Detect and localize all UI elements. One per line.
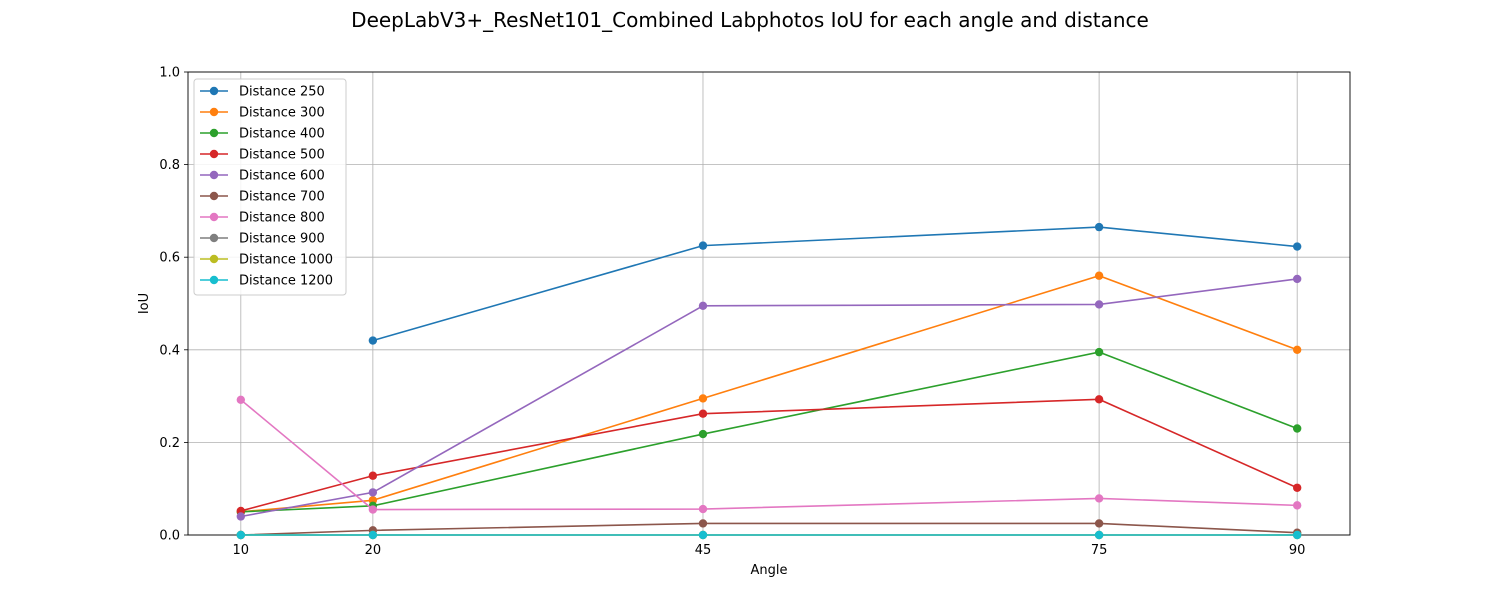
y-tick-label: 1.0 [159,66,180,81]
data-point [1094,271,1104,280]
legend-swatch-marker [209,149,219,159]
x-tick-label: 45 [695,543,712,558]
legend-swatch-marker [209,107,219,117]
data-point [1094,494,1104,503]
data-point [1094,519,1104,528]
data-point [1292,501,1302,510]
x-tick-label: 75 [1091,543,1108,558]
data-point [1292,274,1302,284]
series-distance-400 [236,347,1302,517]
series-line [240,278,1298,518]
legend-swatch-marker [209,86,219,96]
data-point [698,301,708,311]
series-distance-600 [236,274,1302,521]
data-point [1292,483,1302,492]
data-point [698,530,708,540]
y-tick-label: 0.0 [159,529,180,544]
legend-swatch-marker [209,170,219,180]
series-line [372,226,1298,342]
legend-item: Distance 900 [200,232,325,247]
data-point [698,519,708,528]
data-point [1292,530,1302,540]
series-distance-700 [236,519,1302,540]
legend-swatch-marker [209,275,219,285]
chart-title: DeepLabV3+_ResNet101_Combined Labphotos … [351,8,1149,32]
x-tick-label: 20 [365,543,382,558]
data-point [1094,395,1104,404]
legend-label: Distance 600 [239,169,325,184]
data-point [368,336,378,345]
data-point [698,394,708,403]
x-axis-label: Angle [751,563,788,578]
data-point [368,471,378,480]
legend-swatch-marker [209,128,219,138]
legend-item: Distance 1000 [200,253,333,268]
y-tick-label: 0.6 [159,251,180,266]
series-distance-800 [236,395,1302,514]
x-tick-label: 10 [233,543,250,558]
legend-swatch-marker [209,254,219,264]
series-distance-1200 [236,530,1302,540]
data-point [698,429,708,439]
legend-label: Distance 900 [239,232,325,247]
data-point [1094,530,1104,540]
data-point [698,504,708,514]
data-point [1292,345,1302,354]
y-tick-label: 0.8 [159,158,180,173]
legend: Distance 250 Distance 300 Distance 400 Dist… [193,78,347,296]
data-point [368,505,378,514]
legend-label: Distance 700 [239,190,325,205]
data-point [698,409,708,418]
data-point [368,530,378,540]
legend-label: Distance 300 [239,106,325,121]
legend-label: Distance 800 [239,211,325,226]
y-tick-label: 0.2 [159,436,180,451]
series-group [236,222,1302,540]
legend-item: Distance 500 [200,148,325,163]
legend-swatch-marker [209,191,219,201]
data-point [236,512,246,521]
legend-swatch-marker [209,233,219,243]
data-point [236,530,246,540]
series-line [240,522,1298,536]
legend-item: Distance 400 [200,127,325,142]
series-distance-500 [236,395,1302,516]
data-point [1292,242,1302,251]
legend-item: Distance 800 [200,211,325,226]
y-tick-label: 0.4 [159,343,180,358]
legend-label: Distance 500 [239,148,325,163]
legend-box [193,78,347,296]
grid [188,71,1350,536]
series-line [240,351,1298,513]
legend-item: Distance 250 [200,85,325,100]
legend-label: Distance 250 [239,85,325,100]
legend-label: Distance 1200 [239,274,333,289]
data-point [1292,424,1302,433]
y-axis-label: IoU [137,293,152,314]
legend-item: Distance 300 [200,106,325,121]
legend-item: Distance 700 [200,190,325,205]
legend-item: Distance 600 [200,169,325,184]
legend-swatch-marker [209,212,219,222]
plot-frame [187,71,1351,536]
series-line [240,398,1298,512]
data-point [698,241,708,250]
legend-label: Distance 400 [239,127,325,142]
legend-item: Distance 1200 [200,274,333,289]
legend-label: Distance 1000 [239,253,333,268]
data-point [368,488,378,497]
x-tick-label: 90 [1289,543,1306,558]
data-point [1094,300,1104,309]
data-point [236,395,246,405]
series-line [240,274,1298,513]
series-distance-250 [368,222,1302,345]
data-point [1094,222,1104,232]
data-point [1094,347,1104,357]
